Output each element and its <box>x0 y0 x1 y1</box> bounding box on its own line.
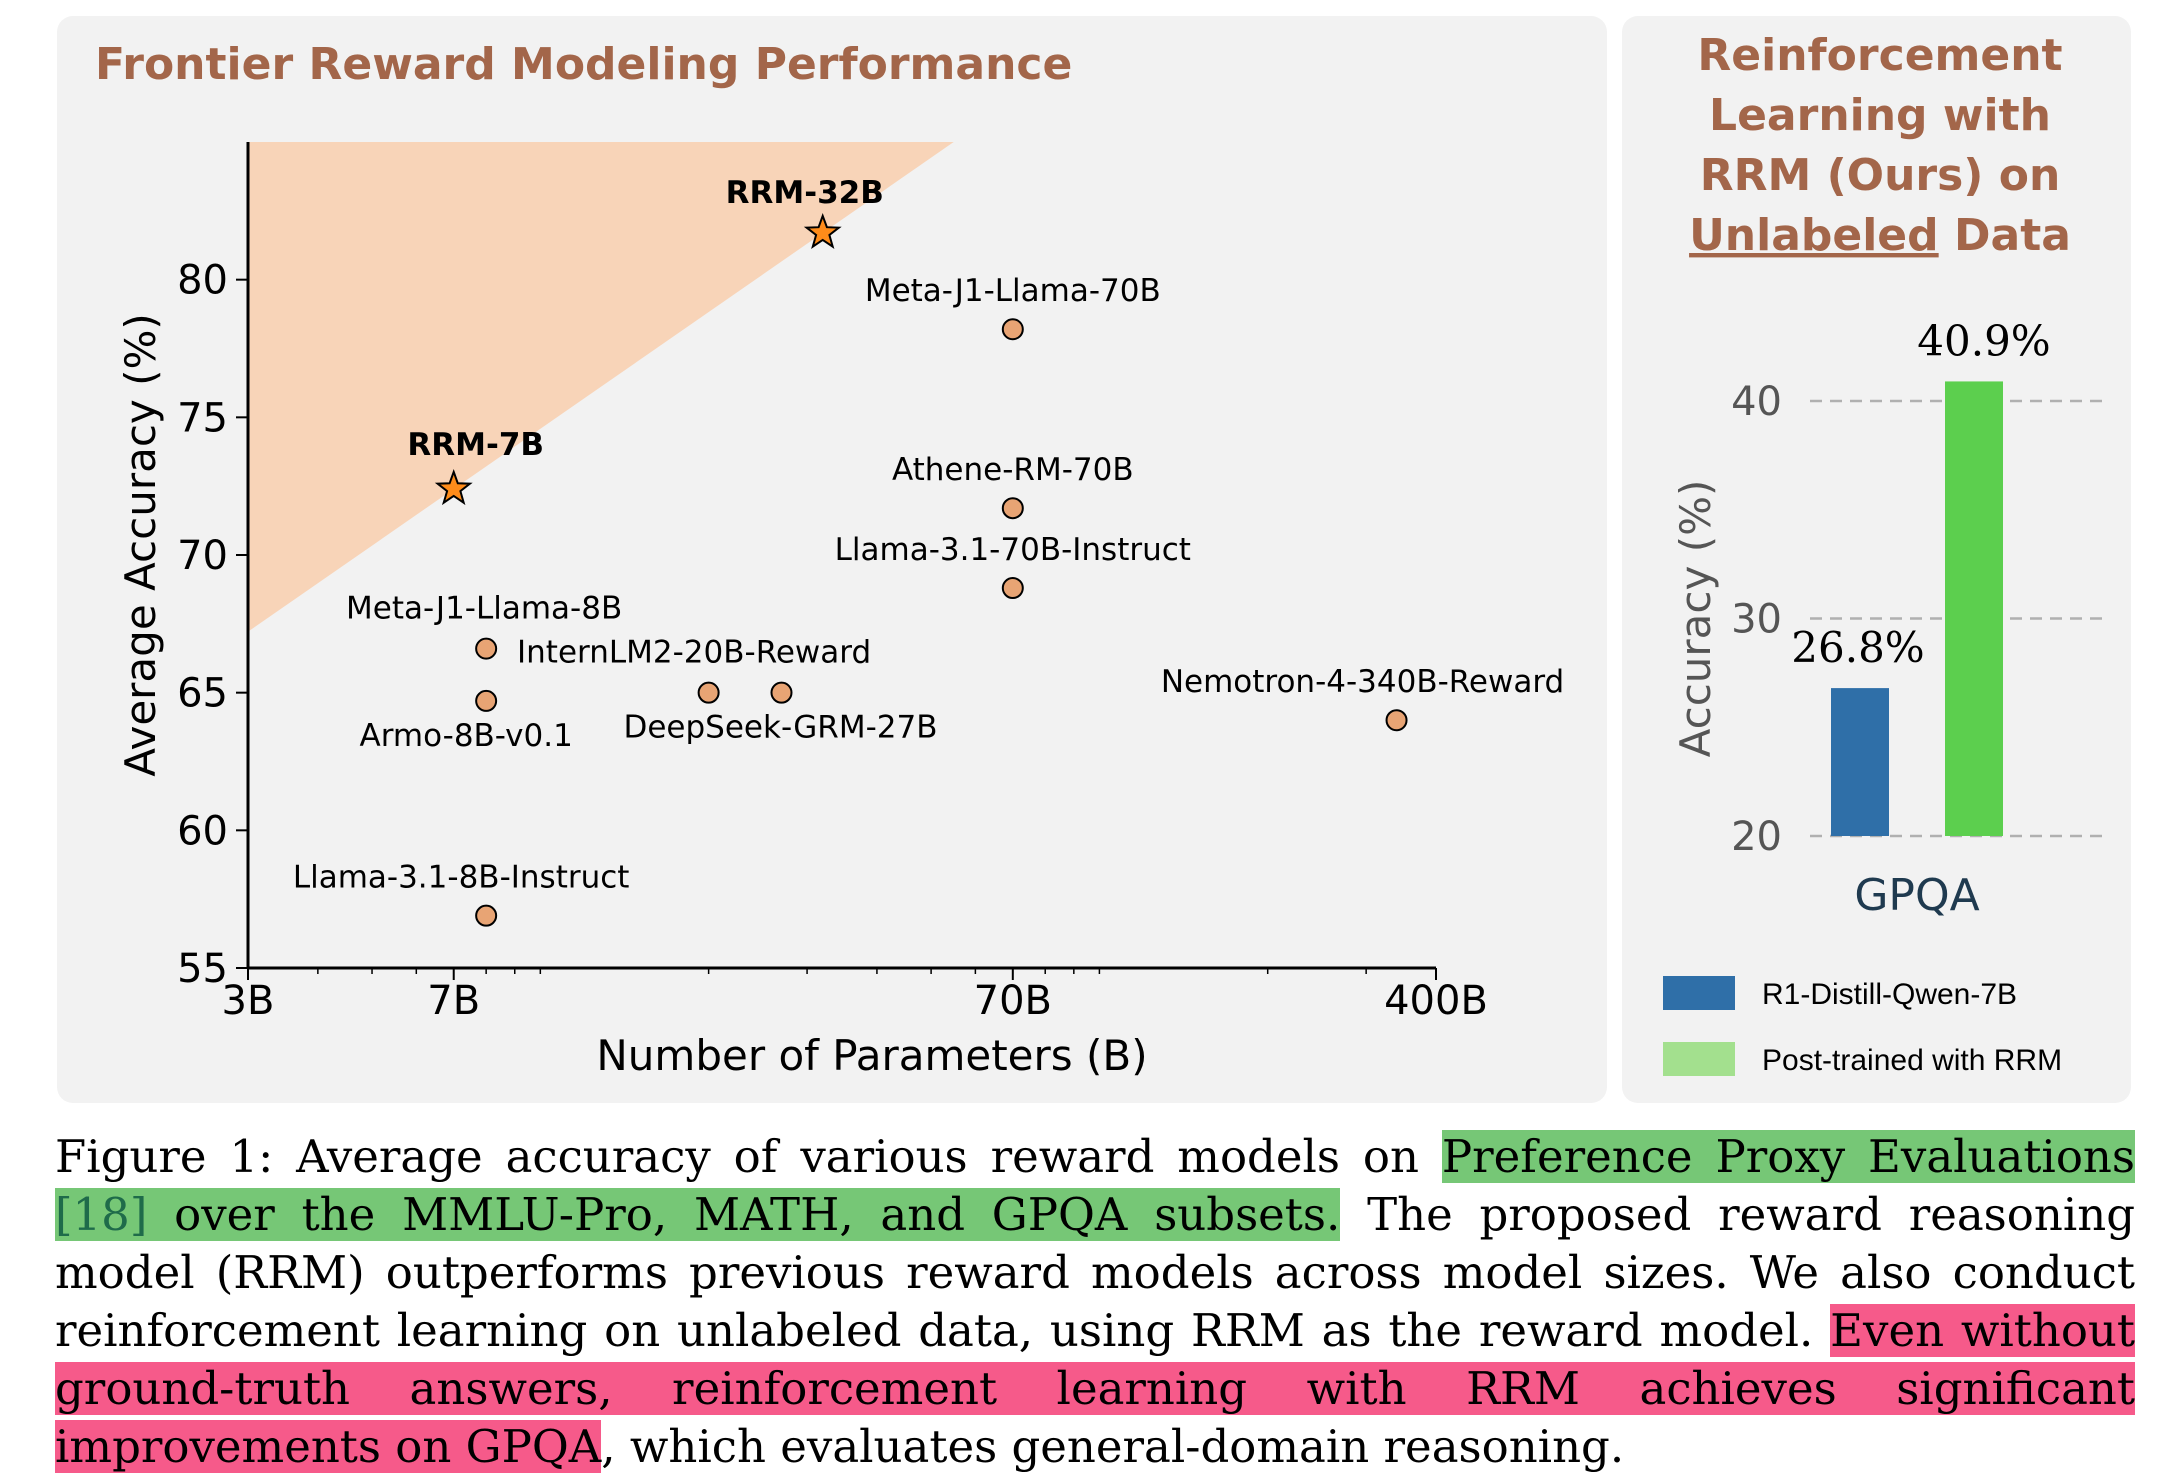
right-chart-panel: Reinforcement Learning with RRM (Ours) o… <box>1622 16 2131 1103</box>
caption-suffix: , which evaluates general-domain reasoni… <box>601 1420 1625 1473</box>
legend-label-r1-distill-qwen-7b: R1-Distill-Qwen-7B <box>1762 978 2017 1011</box>
right-title-line-1: Reinforcement <box>1697 30 2062 81</box>
right-title-tail: Data <box>1939 210 2071 261</box>
y-tick-label-60: 60 <box>177 808 228 854</box>
left-panel-title: Frontier Reward Modeling Performance <box>95 39 1072 90</box>
y-tick-label-40: 40 <box>1731 379 1782 425</box>
category-label-gpqa: GPQA <box>1854 870 1979 921</box>
label-rrm-7b: RRM-7B <box>407 427 544 463</box>
y-tick-label-70: 70 <box>177 533 228 579</box>
x-tick-label-70b: 70B <box>974 978 1052 1024</box>
caption-green-2: over the MMLU-Pro, MATH, and GPQA subset… <box>147 1188 1341 1241</box>
y-tick-label-65: 65 <box>177 671 228 717</box>
point-nemotron-4-340b-reward <box>1385 709 1408 732</box>
label-meta-j1-llama-70b: Meta-J1-Llama-70B <box>865 273 1161 309</box>
point-athene-rm-70b <box>1001 497 1024 520</box>
label-athene-rm-70b: Athene-RM-70B <box>892 452 1134 488</box>
bar-post-trained-with-rrm <box>1945 381 2003 836</box>
y-tick-label-75: 75 <box>177 395 228 441</box>
caption-prefix: Figure 1: Average accuracy of various re… <box>55 1130 1442 1183</box>
x-axis-label: Number of Parameters (B) <box>596 1031 1147 1080</box>
bar-r1-distill-qwen-7b <box>1831 688 1889 836</box>
point-llama-3-1-8b-instruct <box>475 904 498 927</box>
point-deepseek-grm-27b <box>770 681 793 704</box>
point-internlm2-20b-reward <box>697 681 720 704</box>
x-tick-label-7b: 7B <box>427 978 480 1024</box>
right-title-line-2: Learning with <box>1709 90 2051 141</box>
caption-middle: The proposed reward reasoning model (RRM… <box>55 1188 2136 1357</box>
label-nemotron-4-340b-reward: Nemotron-4-340B-Reward <box>1161 664 1564 700</box>
point-meta-j1-llama-70b <box>1001 318 1024 341</box>
point-armo-8b-v0-1 <box>475 689 498 712</box>
label-internlm2-20b-reward: InternLM2-20B-Reward <box>517 635 871 671</box>
left-chart-panel: Frontier Reward Modeling Performance 3B 7… <box>57 16 1607 1103</box>
label-llama-3-1-70b-instruct: Llama-3.1-70B-Instruct <box>835 532 1191 568</box>
citation-link[interactable]: [18] <box>55 1188 148 1241</box>
label-meta-j1-llama-8b: Meta-J1-Llama-8B <box>346 591 622 627</box>
point-llama-3-1-70b-instruct <box>1001 577 1024 600</box>
star-marker-rrm-7b <box>434 468 473 506</box>
point-meta-j1-llama-8b <box>475 637 498 660</box>
legend-swatch-r1-distill-qwen-7b <box>1663 976 1735 1010</box>
scatter-chart: Frontier Reward Modeling Performance 3B 7… <box>95 39 1564 1080</box>
y-tick-label-20: 20 <box>1731 814 1782 860</box>
right-title-underlined: Unlabeled <box>1689 210 1939 261</box>
y-tick-label-30: 30 <box>1731 597 1782 643</box>
data-label-r1-distill-qwen-7b: 26.8% <box>1791 623 1924 672</box>
figure-caption: Figure 1: Average accuracy of various re… <box>55 1128 2135 1476</box>
star-marker-rrm-32b <box>803 212 842 249</box>
label-deepseek-grm-27b: DeepSeek-GRM-27B <box>623 710 937 746</box>
frontier-region <box>248 142 954 632</box>
y-tick-label-80: 80 <box>177 258 228 304</box>
x-tick-label-400b: 400B <box>1384 978 1488 1024</box>
y-axis-label: Accuracy (%) <box>1671 480 1720 758</box>
y-tick-label-55: 55 <box>177 946 228 992</box>
bar-chart: Reinforcement Learning with RRM (Ours) o… <box>1663 30 2102 1077</box>
y-axis-label: Average Accuracy (%) <box>116 313 165 777</box>
label-rrm-32b: RRM-32B <box>726 175 884 211</box>
x-tick-label-3b: 3B <box>222 978 275 1024</box>
label-llama-3-1-8b-instruct: Llama-3.1-8B-Instruct <box>293 860 630 896</box>
label-armo-8b-v0-1: Armo-8B-v0.1 <box>359 718 572 754</box>
right-title-line-4: Unlabeled Data <box>1689 210 2071 261</box>
right-title-line-3: RRM (Ours) on <box>1700 150 2061 201</box>
caption-green-1: Preference Proxy Evaluations <box>1441 1130 2135 1183</box>
legend-swatch-post-trained-with-rrm <box>1663 1042 1735 1076</box>
data-label-post-trained-with-rrm: 40.9% <box>1917 316 2050 365</box>
legend-label-post-trained-with-rrm: Post-trained with RRM <box>1762 1044 2062 1077</box>
